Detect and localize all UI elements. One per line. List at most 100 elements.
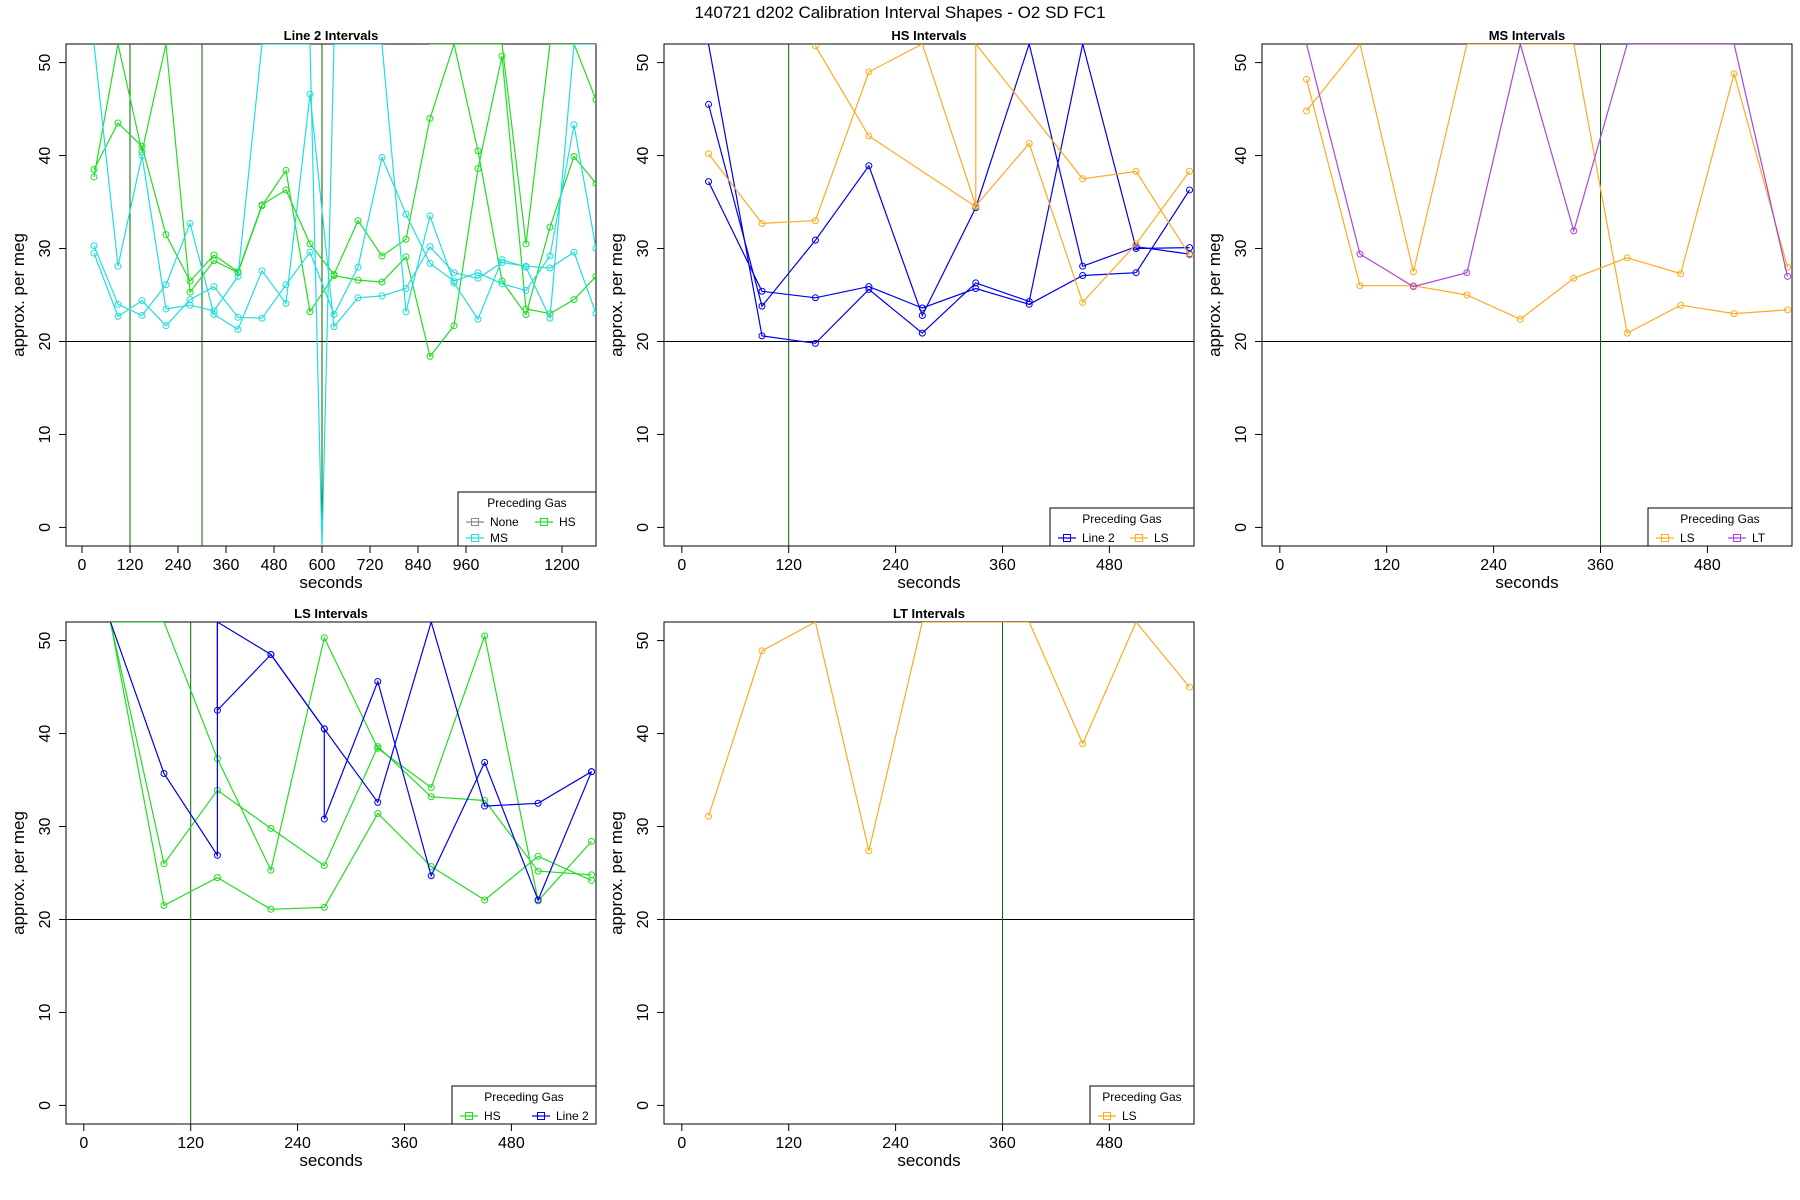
x-tick-label: 120 <box>177 1135 204 1152</box>
data-point <box>1356 282 1364 290</box>
x-tick-label: 0 <box>1275 557 1284 574</box>
data-point <box>267 905 275 913</box>
data-point <box>1677 270 1685 278</box>
legend-box <box>1049 507 1195 547</box>
legend-title: Preceding Gas <box>487 496 566 510</box>
y-tick-label: 40 <box>635 725 652 743</box>
data-point <box>354 263 362 271</box>
y-tick-label: 10 <box>635 1003 652 1021</box>
data-point <box>1186 683 1194 691</box>
y-tick-label: 50 <box>37 54 54 72</box>
data-point <box>546 264 554 272</box>
y-tick-label: 50 <box>635 54 652 72</box>
data-point <box>534 852 542 860</box>
y-tick-label: 40 <box>37 725 54 743</box>
chart-panel-1: Line 2 Intervals 0 120 240 360 480 600 720 840 96… <box>9 28 597 592</box>
x-tick-label: 360 <box>391 1135 418 1152</box>
x-axis-label: seconds <box>897 573 960 592</box>
y-tick-label: 40 <box>1233 147 1250 165</box>
data-point <box>450 279 458 287</box>
data-point <box>213 874 221 882</box>
data-point <box>534 799 542 807</box>
series-line-ls <box>707 622 1190 851</box>
series-line-line-2 <box>707 44 1190 318</box>
x-tick-label: 480 <box>1096 1135 1123 1152</box>
series-group <box>90 44 596 546</box>
x-tick-label: 240 <box>882 1135 909 1152</box>
series-line-line-2 <box>216 622 592 807</box>
data-point <box>1079 175 1087 183</box>
data-point <box>330 311 338 319</box>
data-point <box>865 285 873 293</box>
data-point <box>1516 315 1524 323</box>
x-axis-label: seconds <box>299 573 362 592</box>
x-tick-label: 240 <box>1480 557 1507 574</box>
data-point <box>1132 245 1140 253</box>
data-point <box>162 231 170 239</box>
legend-swatch-marker <box>1135 534 1143 542</box>
data-point <box>534 896 542 904</box>
y-tick-label: 0 <box>37 523 54 532</box>
data-point <box>811 294 819 302</box>
series-line-line-2 <box>109 622 593 902</box>
data-point <box>481 802 489 810</box>
x-tick-label: 600 <box>309 557 336 574</box>
data-point <box>378 252 386 260</box>
legend-box <box>457 491 597 547</box>
data-point <box>758 219 766 227</box>
data-point <box>758 287 766 295</box>
y-tick-label: 10 <box>37 1003 54 1021</box>
data-point <box>234 325 242 333</box>
y-axis-label: approx. per meg <box>9 811 28 935</box>
y-tick-label: 20 <box>635 332 652 350</box>
x-tick-label: 120 <box>1373 557 1400 574</box>
reference-lines <box>664 44 1194 546</box>
plot-frame <box>65 621 597 1125</box>
data-point <box>588 837 596 845</box>
data-point <box>450 322 458 330</box>
plot-frame <box>65 43 597 547</box>
data-point <box>162 281 170 289</box>
data-point <box>426 259 434 267</box>
chart-panel-5: LT Intervals 0 120 240 360 480 0 10 20 30 40 50 seco… <box>607 606 1195 1170</box>
reference-lines <box>1262 44 1792 546</box>
legend-swatch-marker <box>471 518 479 526</box>
data-point <box>481 632 489 640</box>
data-point <box>811 339 819 347</box>
data-point <box>374 744 382 752</box>
legend-title: Preceding Gas <box>1102 1090 1181 1104</box>
data-point <box>427 872 435 880</box>
data-point <box>160 902 168 910</box>
legend-swatch-marker <box>1661 534 1669 542</box>
x-tick-label: 360 <box>1587 557 1614 574</box>
data-point <box>1132 167 1140 175</box>
data-point <box>138 148 146 156</box>
data-point <box>114 119 122 127</box>
data-point <box>267 824 275 832</box>
data-point <box>306 90 314 98</box>
series-line-hs <box>430 44 596 244</box>
data-point <box>374 677 382 685</box>
data-point <box>162 305 170 313</box>
data-point <box>1570 274 1578 282</box>
figure-title: 140721 d202 Calibration Interval Shapes … <box>694 3 1105 22</box>
data-point <box>282 281 290 289</box>
data-point <box>306 248 314 256</box>
y-tick-label: 0 <box>635 1101 652 1110</box>
data-point <box>758 647 766 655</box>
data-point <box>865 162 873 170</box>
x-axis-label: seconds <box>299 1151 362 1170</box>
data-point <box>210 311 218 319</box>
series-line-ms <box>93 124 596 327</box>
data-point <box>378 153 386 161</box>
data-point <box>1186 167 1194 175</box>
x-tick-label: 0 <box>677 1135 686 1152</box>
data-point <box>481 896 489 904</box>
data-point <box>1186 186 1194 194</box>
y-tick-label: 30 <box>1233 240 1250 258</box>
data-point <box>498 256 506 264</box>
x-tick-label: 840 <box>405 557 432 574</box>
legend-swatch-marker <box>471 534 479 542</box>
x-tick-label: 1200 <box>544 557 580 574</box>
